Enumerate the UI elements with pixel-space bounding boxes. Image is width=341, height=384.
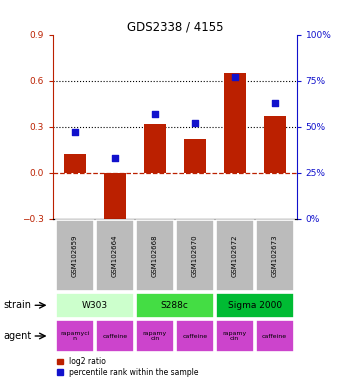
Bar <box>56 293 134 318</box>
Bar <box>176 320 214 352</box>
Text: rapamy
cin: rapamy cin <box>223 331 247 341</box>
Bar <box>95 220 134 291</box>
Text: GSM102673: GSM102673 <box>272 234 278 277</box>
Bar <box>255 320 294 352</box>
Bar <box>216 293 294 318</box>
Bar <box>136 320 174 352</box>
Point <box>152 111 158 117</box>
Bar <box>224 73 246 173</box>
Title: GDS2338 / 4155: GDS2338 / 4155 <box>127 20 223 33</box>
Point <box>72 129 77 135</box>
Bar <box>104 173 126 231</box>
Legend: log2 ratio, percentile rank within the sample: log2 ratio, percentile rank within the s… <box>57 357 198 377</box>
Text: S288c: S288c <box>161 301 189 310</box>
Point <box>232 74 237 80</box>
Text: GSM102664: GSM102664 <box>112 234 118 276</box>
Bar <box>216 320 254 352</box>
Text: GSM102659: GSM102659 <box>72 234 78 276</box>
Bar <box>255 220 294 291</box>
Text: GSM102672: GSM102672 <box>232 234 238 276</box>
Text: caffeine: caffeine <box>182 333 207 339</box>
Bar <box>56 320 94 352</box>
Bar <box>176 220 214 291</box>
Text: Sigma 2000: Sigma 2000 <box>228 301 282 310</box>
Bar <box>136 220 174 291</box>
Point <box>192 120 197 126</box>
Bar <box>56 220 94 291</box>
Bar <box>64 154 86 173</box>
Text: caffeine: caffeine <box>102 333 128 339</box>
Text: GSM102668: GSM102668 <box>152 234 158 277</box>
Bar <box>264 116 286 173</box>
Text: rapamy
cin: rapamy cin <box>143 331 167 341</box>
Bar <box>184 139 206 173</box>
Text: caffeine: caffeine <box>262 333 287 339</box>
Text: rapamyci
n: rapamyci n <box>60 331 90 341</box>
Bar <box>144 124 166 173</box>
Point <box>272 100 278 106</box>
Text: agent: agent <box>3 331 32 341</box>
Bar <box>95 320 134 352</box>
Bar <box>216 220 254 291</box>
Point <box>112 155 118 161</box>
Text: GSM102670: GSM102670 <box>192 234 198 277</box>
Bar <box>136 293 214 318</box>
Text: W303: W303 <box>82 301 108 310</box>
Text: strain: strain <box>3 300 31 310</box>
